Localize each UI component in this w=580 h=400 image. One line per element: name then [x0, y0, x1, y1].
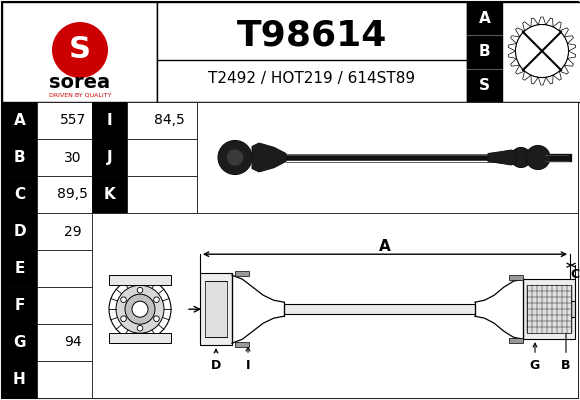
Text: T2492 / HOT219 / 614ST89: T2492 / HOT219 / 614ST89	[208, 70, 415, 86]
Bar	[2, 250, 37, 287]
Bar	[200, 273, 232, 345]
Bar	[37, 324, 92, 361]
Text: 29: 29	[64, 224, 82, 238]
Bar	[197, 102, 578, 213]
Bar	[2, 361, 37, 398]
Circle shape	[154, 297, 160, 302]
Polygon shape	[488, 150, 516, 165]
Bar	[2, 139, 37, 176]
Text: T98614: T98614	[237, 19, 387, 53]
Circle shape	[125, 294, 155, 324]
Bar	[527, 285, 571, 333]
Bar	[92, 139, 127, 176]
Text: B: B	[561, 359, 571, 372]
Text: D: D	[211, 359, 221, 372]
Bar	[37, 213, 92, 250]
Bar	[92, 176, 127, 213]
Text: S: S	[479, 78, 490, 93]
Circle shape	[52, 22, 108, 78]
Circle shape	[218, 140, 252, 174]
Text: 89,5: 89,5	[57, 188, 88, 202]
Text: sorea: sorea	[49, 74, 111, 92]
Circle shape	[137, 287, 143, 293]
Bar	[205, 281, 227, 337]
Bar	[37, 287, 92, 324]
Text: 557: 557	[60, 114, 86, 128]
Bar	[37, 176, 92, 213]
Bar	[284, 304, 475, 314]
Bar	[37, 139, 92, 176]
Bar	[570, 301, 575, 317]
Bar	[509, 338, 523, 343]
Bar	[157, 2, 467, 102]
Text: 94: 94	[64, 336, 82, 350]
Circle shape	[121, 297, 126, 302]
Bar	[37, 361, 92, 398]
Bar	[92, 213, 578, 398]
Circle shape	[511, 148, 531, 168]
Text: F: F	[14, 298, 25, 313]
Bar	[109, 275, 171, 285]
Text: C: C	[570, 268, 579, 281]
Text: 30: 30	[64, 150, 82, 164]
Bar	[2, 2, 157, 102]
Circle shape	[516, 24, 568, 78]
Text: 84,5: 84,5	[154, 114, 184, 128]
Text: K: K	[104, 187, 115, 202]
Text: G: G	[530, 359, 540, 372]
Circle shape	[154, 316, 160, 322]
Bar	[2, 176, 37, 213]
Circle shape	[526, 146, 550, 170]
Text: I: I	[107, 113, 113, 128]
Bar	[2, 213, 37, 250]
Bar	[235, 342, 249, 347]
Bar	[235, 271, 249, 276]
Text: A: A	[13, 113, 26, 128]
Circle shape	[116, 285, 164, 333]
Text: B: B	[478, 44, 490, 60]
Circle shape	[132, 301, 148, 317]
Bar	[2, 324, 37, 361]
Bar	[509, 275, 523, 280]
Text: H: H	[13, 372, 26, 387]
Text: DRIVEN BY QUALITY: DRIVEN BY QUALITY	[49, 92, 111, 98]
Bar	[109, 333, 171, 343]
Bar	[523, 279, 575, 339]
Bar	[467, 2, 502, 102]
Circle shape	[137, 326, 143, 331]
Bar	[92, 102, 127, 139]
Bar	[37, 250, 92, 287]
Bar	[502, 2, 580, 102]
Circle shape	[121, 316, 126, 322]
Circle shape	[227, 149, 244, 166]
Text: C: C	[14, 187, 25, 202]
Text: D: D	[13, 224, 26, 239]
Bar	[37, 102, 92, 139]
Text: E: E	[14, 261, 25, 276]
Text: A: A	[478, 11, 490, 26]
Text: B: B	[14, 150, 26, 165]
Text: J: J	[107, 150, 113, 165]
Bar	[127, 139, 197, 176]
Bar	[127, 176, 197, 213]
Text: S: S	[69, 36, 91, 64]
Bar	[2, 287, 37, 324]
Bar	[127, 102, 197, 139]
Polygon shape	[252, 143, 286, 172]
Text: I: I	[246, 359, 250, 372]
Bar	[2, 102, 37, 139]
Text: G: G	[13, 335, 26, 350]
Text: A: A	[379, 239, 391, 254]
